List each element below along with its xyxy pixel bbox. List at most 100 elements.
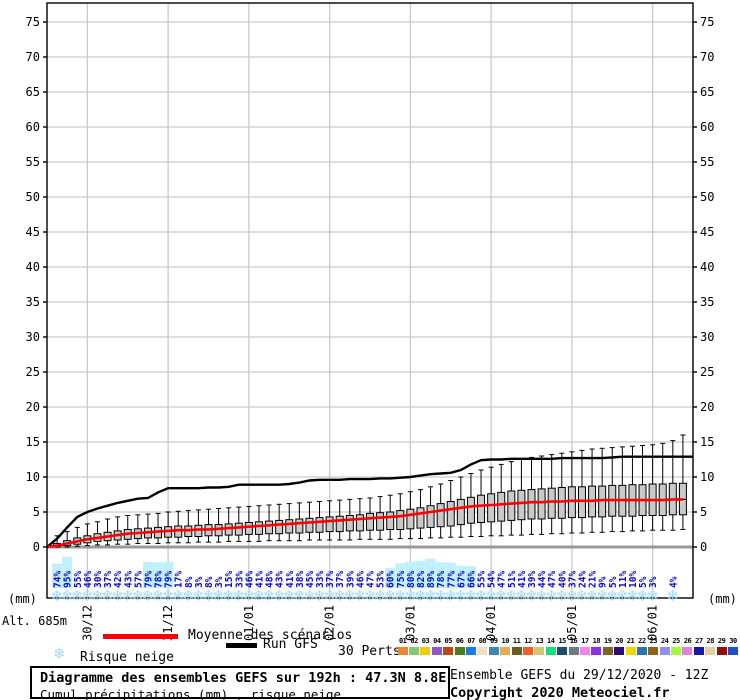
pert-color-swatch xyxy=(409,647,420,655)
svg-text:8%: 8% xyxy=(184,576,195,588)
svg-text:30/12: 30/12 xyxy=(80,605,94,641)
svg-text:❄: ❄ xyxy=(586,587,599,605)
pert-color-swatch xyxy=(682,647,693,655)
legend-snow-label: Risque neige xyxy=(80,650,174,665)
pert-key-item: 14 xyxy=(545,637,556,655)
pert-key-item: 07 xyxy=(465,637,477,655)
pert-color-swatch xyxy=(545,647,556,655)
pert-key-item: 06 xyxy=(454,637,465,655)
pert-color-swatch xyxy=(466,647,477,655)
pert-color-swatch xyxy=(511,647,522,655)
svg-text:46%: 46% xyxy=(355,571,366,588)
svg-text:04/01: 04/01 xyxy=(484,605,498,641)
svg-text:53%: 53% xyxy=(376,571,387,588)
svg-text:❄: ❄ xyxy=(566,587,579,605)
svg-text:37%: 37% xyxy=(567,571,578,588)
svg-text:15: 15 xyxy=(700,435,714,449)
pert-key-item: 21 xyxy=(625,637,636,655)
svg-text:65: 65 xyxy=(700,85,714,99)
legend-perts-label: 30 Perts. xyxy=(338,644,409,659)
svg-text:74%: 74% xyxy=(53,571,64,588)
svg-text:❄: ❄ xyxy=(222,587,235,605)
svg-text:❄: ❄ xyxy=(505,587,518,605)
svg-text:02/01: 02/01 xyxy=(323,605,337,641)
svg-text:47%: 47% xyxy=(497,571,508,588)
svg-text:0: 0 xyxy=(700,540,707,554)
svg-text:37%: 37% xyxy=(103,571,114,588)
svg-text:❄: ❄ xyxy=(81,587,94,605)
chart-subtitle: Cumul précipitations (mm) , risque neige xyxy=(40,687,342,700)
svg-text:54%: 54% xyxy=(487,571,498,588)
pert-key-item: 29 xyxy=(716,637,727,655)
pert-key-item: 05 xyxy=(443,637,454,655)
svg-text:0: 0 xyxy=(33,540,40,554)
pert-color-swatch xyxy=(659,647,670,655)
svg-text:66%: 66% xyxy=(466,571,477,588)
chart-title-box: Diagramme des ensembles GEFS sur 192h : … xyxy=(30,666,450,700)
svg-text:❄: ❄ xyxy=(152,587,165,605)
svg-text:39%: 39% xyxy=(527,571,538,588)
svg-text:❄: ❄ xyxy=(253,587,266,605)
pert-color-swatch xyxy=(431,647,442,655)
perturbation-color-key: 01 02 03 04 05 06 07 08 09 10 11 12 13 14 15 16 17 18 19 20… xyxy=(397,637,739,655)
svg-text:10: 10 xyxy=(26,470,40,484)
svg-text:❄: ❄ xyxy=(515,587,528,605)
unit-label-left: (mm) xyxy=(8,592,37,606)
svg-text:❄: ❄ xyxy=(434,587,447,605)
svg-text:75: 75 xyxy=(26,15,40,29)
svg-text:43%: 43% xyxy=(275,571,286,588)
svg-text:77%: 77% xyxy=(446,571,457,588)
svg-text:55%: 55% xyxy=(477,571,488,588)
svg-text:❄: ❄ xyxy=(596,587,609,605)
svg-text:44%: 44% xyxy=(537,571,548,588)
svg-text:41%: 41% xyxy=(254,571,265,588)
svg-text:46%: 46% xyxy=(83,571,94,588)
pert-key-item: 03 xyxy=(420,637,431,655)
svg-text:42%: 42% xyxy=(113,571,124,588)
svg-text:❄: ❄ xyxy=(293,587,306,605)
svg-text:❄: ❄ xyxy=(323,587,336,605)
svg-text:❄: ❄ xyxy=(111,587,124,605)
pert-color-swatch xyxy=(500,647,511,655)
svg-text:5%: 5% xyxy=(638,576,649,588)
pert-key-item: 15 xyxy=(556,637,568,655)
pert-color-swatch xyxy=(579,647,590,655)
svg-text:75: 75 xyxy=(700,15,714,29)
pert-color-swatch xyxy=(716,647,727,655)
svg-text:❄: ❄ xyxy=(444,587,457,605)
pert-color-swatch xyxy=(420,647,431,655)
svg-text:❄: ❄ xyxy=(354,587,367,605)
svg-text:5%: 5% xyxy=(608,576,619,588)
svg-text:❄: ❄ xyxy=(202,587,215,605)
svg-text:43%: 43% xyxy=(123,571,134,588)
svg-text:95%: 95% xyxy=(63,571,74,588)
svg-text:❄: ❄ xyxy=(525,587,538,605)
svg-text:37%: 37% xyxy=(325,571,336,588)
pert-color-swatch xyxy=(636,647,647,655)
svg-text:❄: ❄ xyxy=(455,587,468,605)
svg-text:45%: 45% xyxy=(305,571,316,588)
pert-color-swatch xyxy=(591,647,602,655)
svg-text:❄: ❄ xyxy=(606,587,619,605)
svg-text:5: 5 xyxy=(700,505,707,519)
svg-text:11%: 11% xyxy=(618,571,629,588)
svg-text:❄: ❄ xyxy=(495,587,508,605)
pert-key-item: 11 xyxy=(511,637,522,655)
svg-text:60: 60 xyxy=(700,120,714,134)
svg-text:89%: 89% xyxy=(426,571,437,588)
svg-text:5: 5 xyxy=(33,505,40,519)
svg-text:❄: ❄ xyxy=(535,587,548,605)
legend-gfs-label: Run GFS xyxy=(263,637,318,652)
pert-color-swatch xyxy=(568,647,579,655)
pert-key-item: 25 xyxy=(670,637,682,655)
svg-text:41%: 41% xyxy=(517,571,528,588)
svg-text:60%: 60% xyxy=(386,571,397,588)
svg-text:3%: 3% xyxy=(214,576,225,588)
pert-key-item: 02 xyxy=(408,637,420,655)
pert-color-swatch xyxy=(477,647,488,655)
svg-text:❄: ❄ xyxy=(91,587,104,605)
pert-color-swatch xyxy=(522,647,533,655)
svg-text:❄: ❄ xyxy=(485,587,498,605)
svg-text:80%: 80% xyxy=(406,571,417,588)
pert-key-item: 26 xyxy=(682,637,693,655)
